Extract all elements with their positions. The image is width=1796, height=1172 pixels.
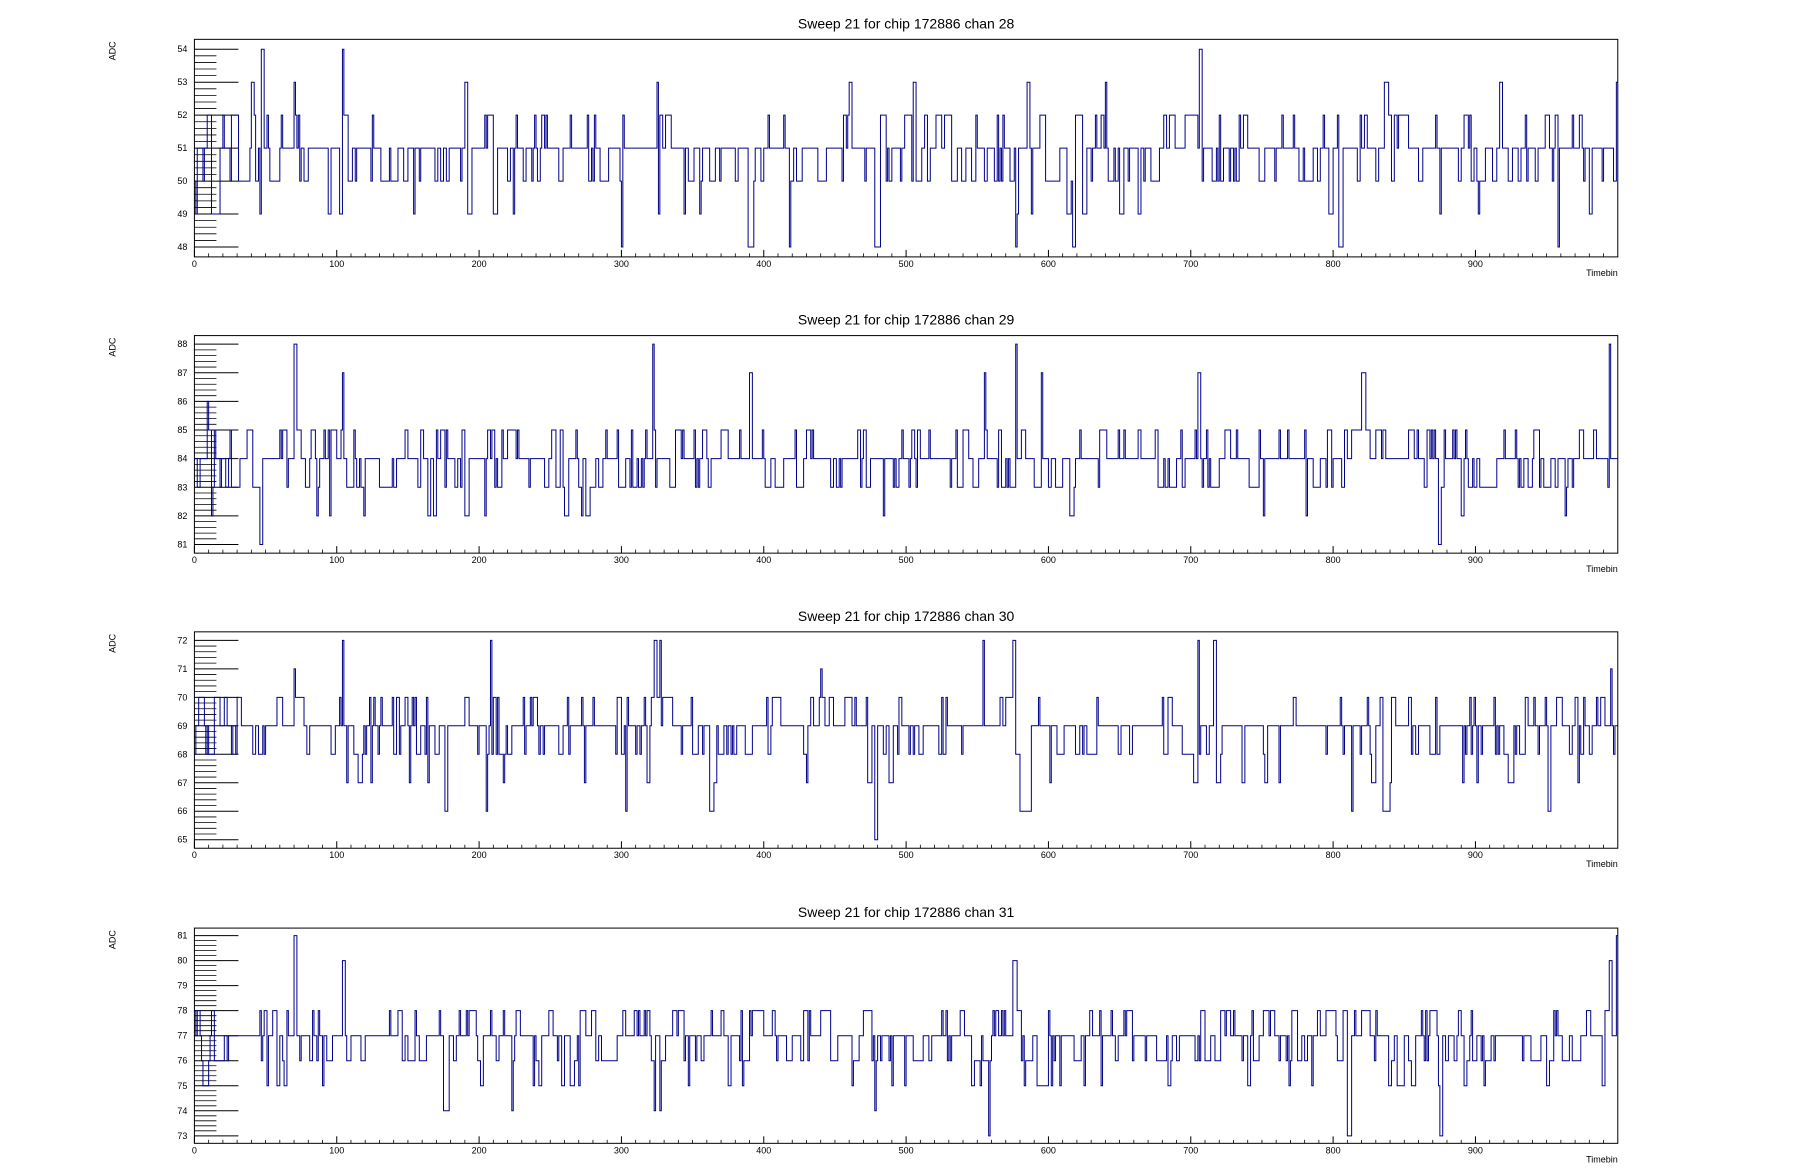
x-tick-label: 500 (899, 259, 914, 269)
x-tick-label: 400 (756, 1145, 771, 1155)
y-axis-label: ADC (108, 337, 118, 357)
y-tick-label: 79 (177, 981, 187, 991)
x-tick-label: 200 (472, 850, 487, 860)
y-tick-label: 74 (177, 1106, 187, 1116)
chart-title: Sweep 21 for chip 172886 chan 30 (798, 608, 1015, 624)
y-tick-label: 83 (177, 482, 187, 492)
y-tick-label: 71 (177, 664, 187, 674)
y-tick-label: 76 (177, 1056, 187, 1066)
y-tick-label: 81 (177, 540, 187, 550)
y-tick-label: 53 (177, 77, 187, 87)
chart-title: Sweep 21 for chip 172886 chan 29 (798, 312, 1015, 328)
y-tick-label: 66 (177, 806, 187, 816)
x-tick-label: 600 (1041, 555, 1056, 565)
y-tick-label: 52 (177, 110, 187, 120)
y-tick-label: 77 (177, 1031, 187, 1041)
x-tick-label: 500 (899, 555, 914, 565)
x-tick-label: 800 (1326, 1145, 1341, 1155)
y-tick-label: 69 (177, 721, 187, 731)
x-tick-label: 500 (899, 850, 914, 860)
x-tick-label: 0 (192, 850, 197, 860)
x-tick-label: 700 (1183, 1145, 1198, 1155)
y-tick-label: 75 (177, 1081, 187, 1091)
chart-title: Sweep 21 for chip 172886 chan 28 (798, 15, 1015, 31)
x-tick-label: 100 (329, 1145, 344, 1155)
chart-panel-1: Sweep 21 for chip 172886 chan 29 81 82 83 84… (108, 312, 1619, 574)
y-axis-label: ADC (108, 41, 118, 61)
x-tick-label: 800 (1326, 555, 1341, 565)
x-axis-label: Timebin (1586, 859, 1618, 869)
x-tick-label: 0 (192, 555, 197, 565)
x-tick-label: 600 (1041, 259, 1056, 269)
x-tick-label: 700 (1183, 259, 1198, 269)
y-tick-label: 54 (177, 44, 187, 54)
chart-title: Sweep 21 for chip 172886 chan 31 (798, 904, 1015, 920)
y-tick-label: 87 (177, 368, 187, 378)
x-tick-label: 200 (472, 259, 487, 269)
x-axis-label: Timebin (1586, 268, 1618, 278)
y-tick-label: 68 (177, 749, 187, 759)
y-tick-label: 85 (177, 425, 187, 435)
y-tick-label: 70 (177, 692, 187, 702)
chart-panel-0: Sweep 21 for chip 172886 chan 28 48 49 50 51… (108, 15, 1619, 278)
x-tick-label: 300 (614, 555, 629, 565)
plot-frame (193, 631, 1619, 849)
x-tick-label: 0 (192, 1145, 197, 1155)
x-tick-label: 300 (614, 850, 629, 860)
x-tick-label: 400 (756, 259, 771, 269)
y-tick-label: 49 (177, 209, 187, 219)
y-tick-label: 50 (177, 176, 187, 186)
x-tick-label: 0 (192, 259, 197, 269)
x-tick-label: 100 (329, 259, 344, 269)
x-axis-label: Timebin (1586, 564, 1618, 574)
x-tick-label: 600 (1041, 850, 1056, 860)
y-axis-label: ADC (108, 633, 118, 653)
x-tick-label: 300 (614, 259, 629, 269)
x-tick-label: 800 (1326, 850, 1341, 860)
x-tick-label: 400 (756, 555, 771, 565)
x-tick-label: 700 (1183, 555, 1198, 565)
y-tick-label: 48 (177, 242, 187, 252)
x-tick-label: 600 (1041, 1145, 1056, 1155)
y-tick-label: 73 (177, 1131, 187, 1141)
y-tick-label: 80 (177, 956, 187, 966)
chart-panel-2: Sweep 21 for chip 172886 chan 30 65 66 67 68… (108, 608, 1619, 869)
waveform-line (194, 639, 1618, 841)
x-tick-label: 900 (1468, 850, 1483, 860)
y-axis-label: ADC (108, 930, 118, 950)
x-tick-label: 900 (1468, 259, 1483, 269)
x-tick-label: 100 (329, 555, 344, 565)
y-tick-label: 88 (177, 339, 187, 349)
y-tick-label: 67 (177, 778, 187, 788)
y-tick-label: 51 (177, 143, 187, 153)
x-tick-label: 700 (1183, 850, 1198, 860)
y-tick-label: 78 (177, 1006, 187, 1016)
y-tick-label: 86 (177, 396, 187, 406)
x-tick-label: 800 (1326, 259, 1341, 269)
waveform-line (194, 343, 1618, 546)
y-tick-label: 65 (177, 835, 187, 845)
waveform-line (194, 48, 1618, 248)
x-axis-label: Timebin (1586, 1154, 1618, 1164)
y-tick-label: 82 (177, 511, 187, 521)
waveform-line (194, 935, 1618, 1137)
x-tick-label: 400 (756, 850, 771, 860)
x-tick-label: 900 (1468, 1145, 1483, 1155)
chart-panel-3: Sweep 21 for chip 172886 chan 31 73 74 75 76… (108, 904, 1619, 1164)
x-tick-label: 200 (472, 555, 487, 565)
x-tick-label: 200 (472, 1145, 487, 1155)
y-tick-label: 72 (177, 635, 187, 645)
y-tick-label: 81 (177, 931, 187, 941)
x-tick-label: 900 (1468, 555, 1483, 565)
x-tick-label: 500 (899, 1145, 914, 1155)
x-tick-label: 300 (614, 1145, 629, 1155)
y-tick-label: 84 (177, 454, 187, 464)
x-tick-label: 100 (329, 850, 344, 860)
